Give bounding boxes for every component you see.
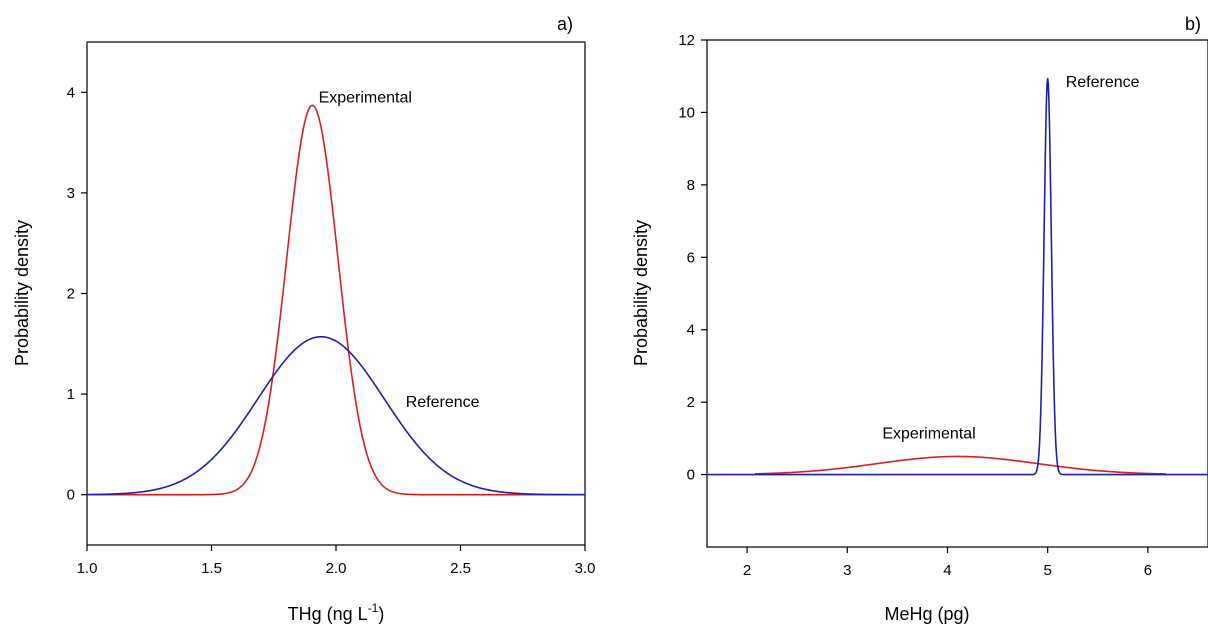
annotation-reference: Reference <box>406 394 480 411</box>
panel-a-plot-frame <box>86 41 586 546</box>
x-tick-label: 4 <box>943 562 951 579</box>
panel-b-ticks: 2 3 4 5 6 0 2 4 6 8 10 12 <box>678 32 1152 579</box>
y-tick-label: 1 <box>67 386 75 403</box>
panel-b-curves <box>707 77 1208 476</box>
x-tick-label: 2.5 <box>450 560 471 577</box>
y-tick-label: 3 <box>67 185 75 202</box>
series-experimental-curve <box>755 455 1166 475</box>
annotation-reference: Reference <box>1066 74 1140 91</box>
x-tick-label: 1.5 <box>201 560 222 577</box>
x-tick-label: 1.0 <box>77 560 98 577</box>
panel-a-chart: 1.0 1.5 2.0 2.5 3.0 0 1 2 3 4 Experimental Referen… <box>12 14 595 624</box>
panel-b-plot-frame <box>706 39 1208 548</box>
panel-a-ticks: 1.0 1.5 2.0 2.5 3.0 0 1 2 3 4 <box>67 84 596 577</box>
y-tick-label: 12 <box>678 32 695 49</box>
annotation-experimental: Experimental <box>882 425 975 442</box>
y-tick-label: 2 <box>687 394 695 411</box>
series-reference-curve <box>87 335 585 496</box>
y-tick-label: 4 <box>67 84 75 101</box>
panel-a-x-axis-label: THg (ng L-1) <box>288 601 385 624</box>
panel-a-curves <box>87 104 585 496</box>
x-tick-label: 2.0 <box>326 560 347 577</box>
y-tick-label: 8 <box>687 177 695 194</box>
series-experimental-curve <box>87 104 585 496</box>
x-tick-label: 3 <box>843 562 851 579</box>
series-reference-curve <box>707 77 1208 476</box>
y-tick-label: 10 <box>678 104 695 121</box>
x-tick-label: 6 <box>1144 562 1152 579</box>
panel-a-label: a) <box>557 14 573 34</box>
panel-b-label: b) <box>1185 14 1201 34</box>
panel-a-annotations: Experimental Reference <box>319 89 480 411</box>
y-tick-label: 2 <box>67 286 75 303</box>
x-tick-label: 2 <box>743 562 751 579</box>
panel-b-x-axis-label: MeHg (pg) <box>884 604 969 624</box>
y-tick-label: 6 <box>687 249 695 266</box>
y-tick-label: 0 <box>67 487 75 504</box>
x-tick-label: 3.0 <box>575 560 596 577</box>
panel-b-y-axis-label: Probability density <box>631 220 651 366</box>
y-tick-label: 4 <box>687 322 695 339</box>
annotation-experimental: Experimental <box>319 89 412 106</box>
x-tick-label: 5 <box>1044 562 1052 579</box>
panel-b-annotations: Experimental Reference <box>882 74 1139 442</box>
y-tick-label: 0 <box>687 467 695 484</box>
panel-a-y-axis-label: Probability density <box>12 220 32 366</box>
